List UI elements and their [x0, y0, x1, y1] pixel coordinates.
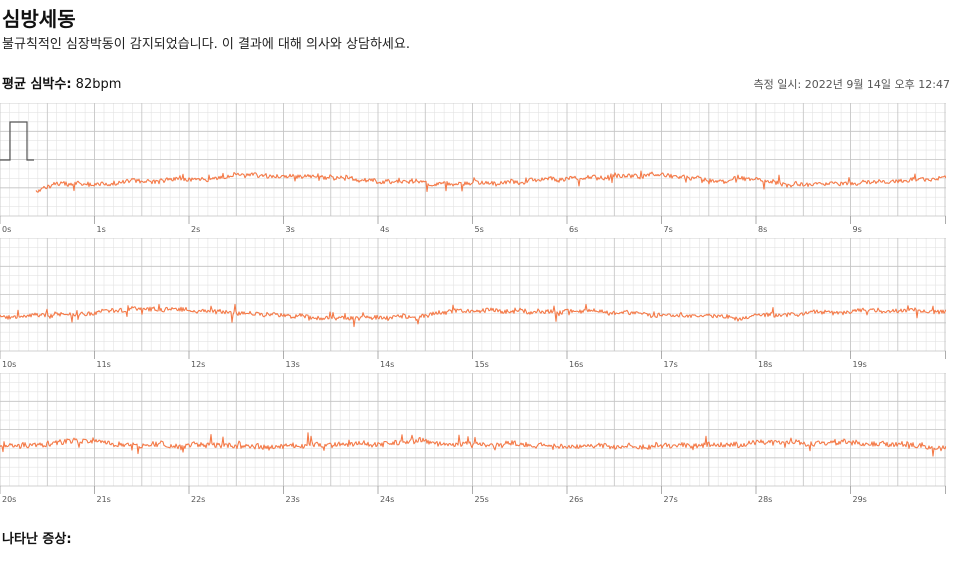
- time-tick-label: 28s: [758, 495, 772, 504]
- time-tick-label: 7s: [664, 225, 673, 234]
- average-heart-rate-value: 82bpm: [75, 77, 122, 92]
- ecg-strip-2: 10s 11s 12s 13s 14s 15s 16s 17s 18s 19s: [0, 238, 946, 371]
- time-tick-label: 14s: [380, 360, 394, 369]
- time-tick-label: 10s: [2, 360, 16, 369]
- time-tick-label: 16s: [569, 360, 583, 369]
- time-tick-label: 2s: [191, 225, 200, 234]
- ecg-strip-2-svg: 10s 11s 12s 13s 14s 15s 16s 17s 18s 19s: [0, 238, 946, 369]
- ecg-grid: [0, 238, 946, 352]
- time-tick-label: 20s: [2, 495, 16, 504]
- average-heart-rate: 평균 심박수: 82bpm: [2, 76, 121, 94]
- time-tick-label: 29s: [853, 495, 867, 504]
- time-tick-label: 23s: [286, 495, 300, 504]
- time-tick-label: 19s: [853, 360, 867, 369]
- time-tick-label: 13s: [286, 360, 300, 369]
- ecg-strip-1: 0s 1s 2s 3s 4s 5s 6s 7s 8s 9s: [0, 103, 946, 236]
- time-tick-label: 11s: [97, 360, 111, 369]
- calibration-pulse: [0, 121, 34, 161]
- time-tick-label: 5s: [475, 225, 484, 234]
- time-tick-label: 25s: [475, 495, 489, 504]
- time-tick-label: 4s: [380, 225, 389, 234]
- symptoms-label: 나타난 증상:: [2, 532, 72, 547]
- ecg-grid: [0, 373, 946, 487]
- time-tick-label: 3s: [286, 225, 295, 234]
- time-tick-label: 0s: [2, 225, 11, 234]
- ecg-grid: [0, 103, 946, 217]
- time-tick-label: 27s: [664, 495, 678, 504]
- ecg-trace: [35, 170, 946, 193]
- time-tick-label: 1s: [97, 225, 106, 234]
- time-tick-label: 18s: [758, 360, 772, 369]
- time-tick-label: 24s: [380, 495, 394, 504]
- result-description: 불규칙적인 심장박동이 감지되었습니다. 이 결과에 대해 의사와 상담하세요.: [2, 37, 410, 52]
- ecg-strip-3-svg: 20s 21s 22s 23s 24s 25s 26s 27s 28s 29s: [0, 373, 946, 504]
- time-tick-label: 6s: [569, 225, 578, 234]
- time-tick-label: 8s: [758, 225, 767, 234]
- time-tick-label: 9s: [853, 225, 862, 234]
- page-title: 심방세동: [2, 7, 76, 31]
- time-tick-label: 15s: [475, 360, 489, 369]
- average-heart-rate-label: 평균 심박수:: [2, 77, 72, 92]
- ecg-strip-1-svg: 0s 1s 2s 3s 4s 5s 6s 7s 8s 9s: [0, 103, 946, 234]
- ecg-trace: [0, 432, 946, 457]
- ecg-strip-3: 20s 21s 22s 23s 24s 25s 26s 27s 28s 29s: [0, 373, 946, 506]
- time-tick-label: 22s: [191, 495, 205, 504]
- time-tick-label: 17s: [664, 360, 678, 369]
- time-tick-label: 21s: [97, 495, 111, 504]
- ecg-trace: [0, 303, 946, 328]
- time-tick-label: 26s: [569, 495, 583, 504]
- time-tick-label: 12s: [191, 360, 205, 369]
- measurement-datetime: 측정 일시: 2022년 9월 14일 오후 12:47: [753, 78, 950, 91]
